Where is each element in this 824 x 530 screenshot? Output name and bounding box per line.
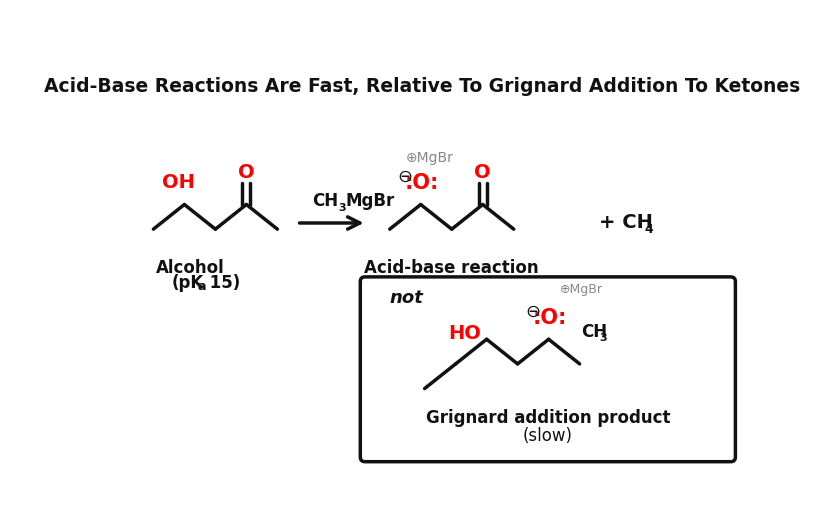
Text: (slow): (slow) xyxy=(523,427,573,445)
Text: 3: 3 xyxy=(600,333,607,343)
Text: (pK: (pK xyxy=(171,274,204,292)
Text: OH: OH xyxy=(162,173,194,192)
Text: O: O xyxy=(238,163,255,182)
Text: Alcohol: Alcohol xyxy=(157,259,225,277)
Text: 3: 3 xyxy=(338,202,345,213)
Text: HO: HO xyxy=(448,324,481,342)
Text: ⊖: ⊖ xyxy=(398,168,413,186)
Text: Acid-Base Reactions Are Fast, Relative To Grignard Addition To Ketones: Acid-Base Reactions Are Fast, Relative T… xyxy=(44,77,800,96)
FancyBboxPatch shape xyxy=(360,277,735,462)
Text: MgBr: MgBr xyxy=(345,192,395,210)
Text: 15): 15) xyxy=(204,274,240,292)
Text: ⊖: ⊖ xyxy=(526,303,541,321)
Text: :O:: :O: xyxy=(405,173,439,193)
Text: Grignard addition product: Grignard addition product xyxy=(426,409,670,427)
Text: ⊕MgBr: ⊕MgBr xyxy=(406,151,454,165)
Text: O: O xyxy=(475,163,491,182)
Text: + CH: + CH xyxy=(599,214,653,233)
Text: CH: CH xyxy=(312,192,339,210)
Text: CH: CH xyxy=(581,323,607,341)
Text: Acid-base reaction: Acid-base reaction xyxy=(364,259,539,277)
Text: :O:: :O: xyxy=(533,308,568,328)
Text: a: a xyxy=(198,280,206,294)
Text: 4: 4 xyxy=(644,223,653,236)
Text: ⊕MgBr: ⊕MgBr xyxy=(559,284,602,296)
Text: not: not xyxy=(390,289,424,307)
